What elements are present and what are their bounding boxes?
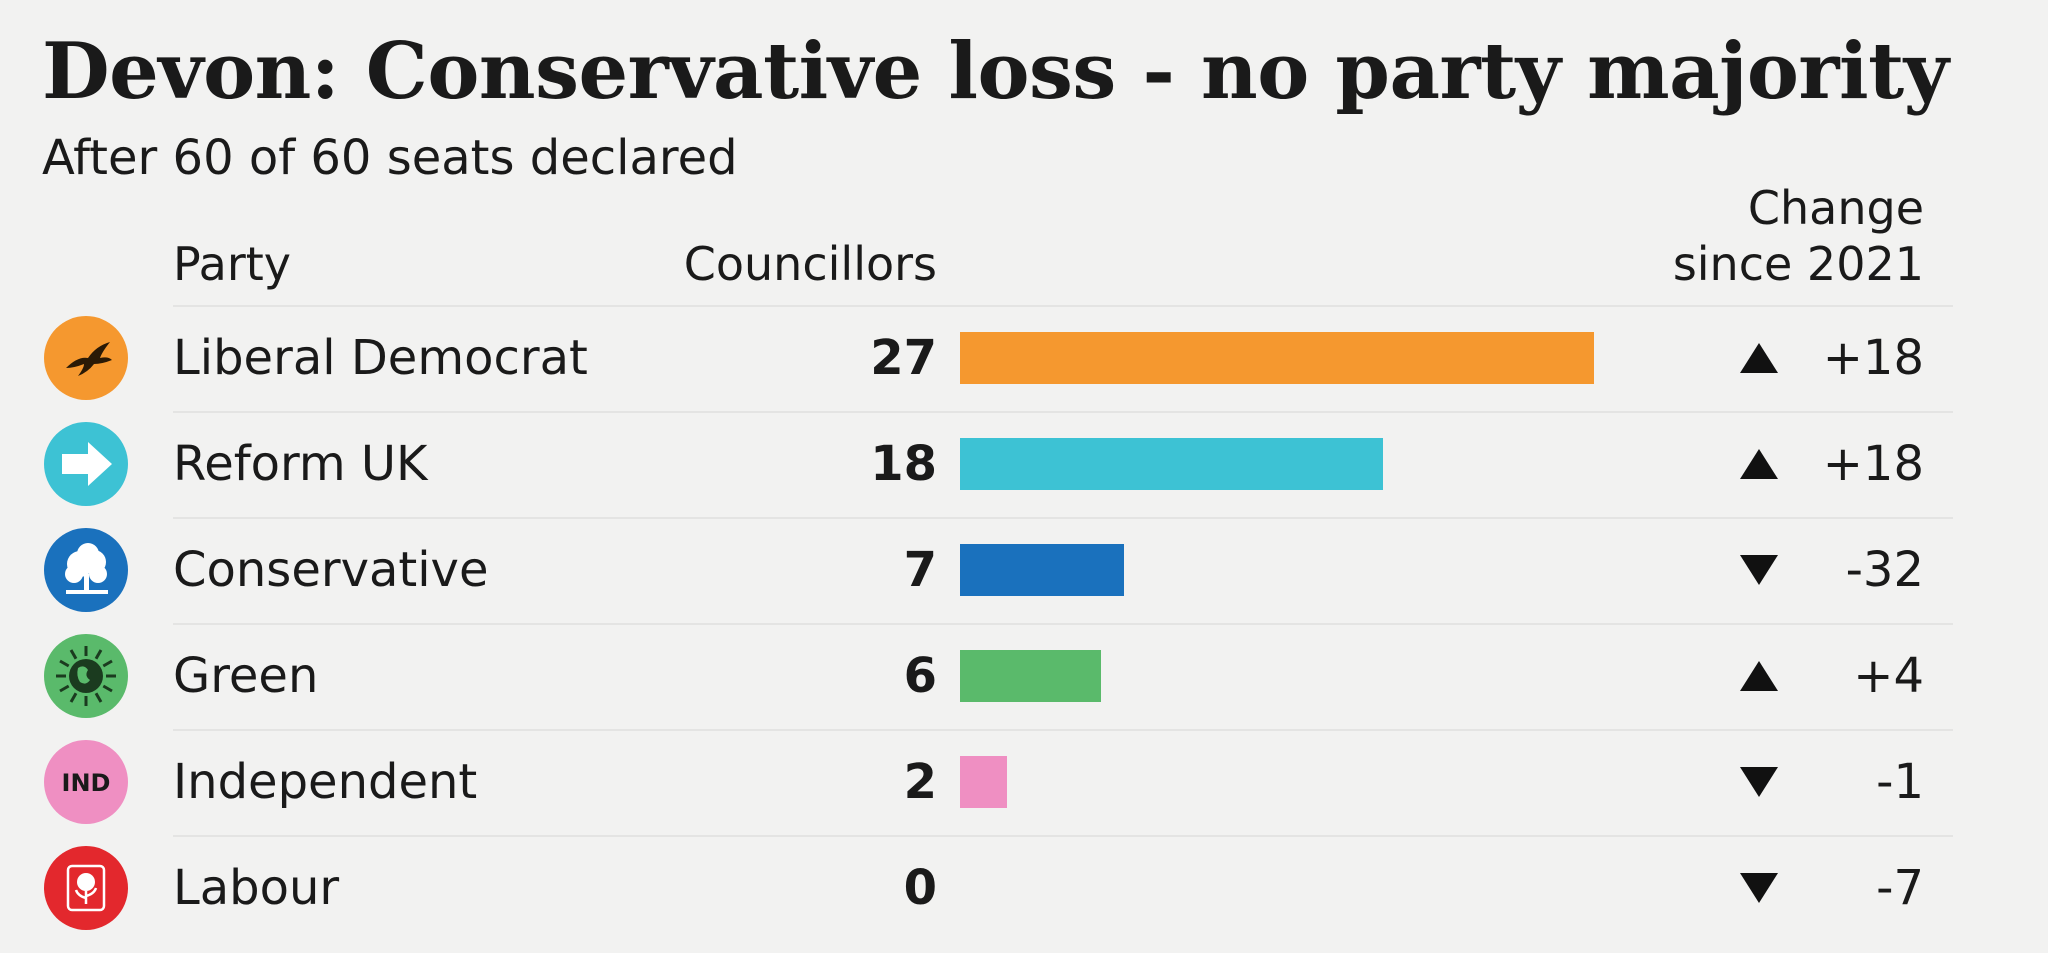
councillors-value: 27	[870, 330, 937, 386]
triangle-up-icon	[1740, 343, 1778, 373]
party-name: Liberal Democrat	[173, 330, 588, 386]
councillors-value: 2	[903, 754, 937, 810]
party-column-header: Party	[173, 237, 292, 291]
row-divider	[173, 305, 1953, 307]
triangle-up-icon	[1740, 449, 1778, 479]
independent-logo-text: IND	[62, 769, 111, 797]
row-divider	[173, 411, 1953, 413]
row-divider	[173, 835, 1953, 837]
triangle-down-icon	[1740, 767, 1778, 797]
row-divider	[173, 623, 1953, 625]
party-name: Independent	[173, 754, 478, 810]
chart-subtitle: After 60 of 60 seats declared	[42, 130, 738, 186]
party-name: Reform UK	[173, 436, 428, 492]
change-value: +4	[1853, 648, 1924, 704]
liberal-democrat-bird-logo	[44, 316, 128, 400]
change-value: -1	[1876, 754, 1924, 810]
green-globe-logo	[44, 634, 128, 718]
row-divider	[173, 729, 1953, 731]
councillors-value: 6	[903, 648, 937, 704]
change-value: +18	[1822, 436, 1924, 492]
seat-bar	[960, 438, 1383, 490]
seat-bar	[960, 650, 1101, 702]
change-header-line-1: Change	[1747, 181, 1924, 235]
councillors-value: 0	[903, 860, 937, 916]
change-column-header: Change since 2021	[1673, 180, 1924, 292]
change-value: +18	[1822, 330, 1924, 386]
logo-disc	[44, 740, 128, 824]
labour-rose-logo	[44, 846, 128, 930]
councillors-value: 7	[903, 542, 937, 598]
change-value: -32	[1845, 542, 1924, 598]
conservative-tree-logo	[44, 528, 128, 612]
councillors-value: 18	[870, 436, 937, 492]
party-name: Green	[173, 648, 319, 704]
change-value: -7	[1876, 860, 1924, 916]
seat-bar	[960, 756, 1007, 808]
independent-logo: IND	[44, 740, 128, 824]
triangle-up-icon	[1740, 661, 1778, 691]
seat-bar	[960, 332, 1594, 384]
triangle-down-icon	[1740, 555, 1778, 585]
row-divider	[173, 517, 1953, 519]
party-name: Labour	[173, 860, 340, 916]
seat-bar	[960, 544, 1124, 596]
chart-title: Devon: Conservative loss - no party majo…	[42, 26, 1949, 117]
reform-uk-arrow-logo	[44, 422, 128, 506]
party-name: Conservative	[173, 542, 489, 598]
councillors-column-header: Councillors	[683, 237, 937, 291]
triangle-down-icon	[1740, 873, 1778, 903]
change-header-line-2: since 2021	[1672, 237, 1924, 291]
